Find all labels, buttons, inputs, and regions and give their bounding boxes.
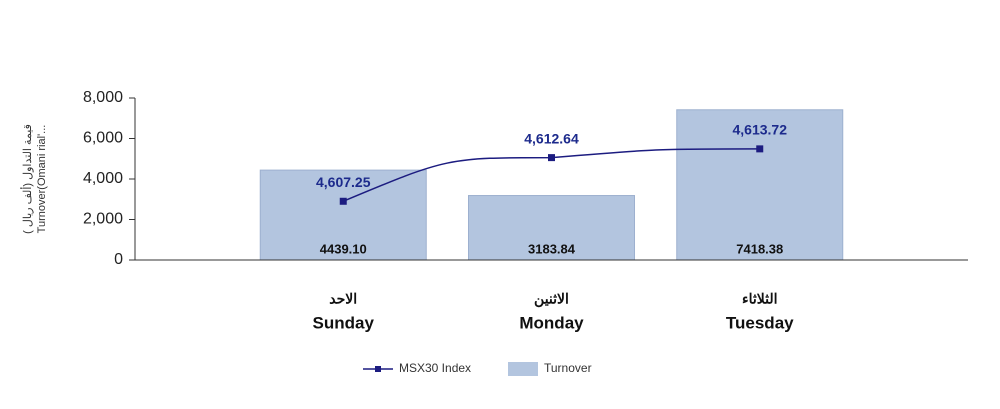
line-value-label: 4,612.64 [524, 130, 579, 146]
y-tick-label: 8,000 [83, 89, 123, 106]
line-marker [548, 154, 555, 162]
y-tick-label: 2,000 [83, 211, 123, 228]
y-tick-label: 6,000 [83, 130, 123, 147]
legend-swatch [375, 366, 381, 372]
x-tick-label: Monday [519, 313, 584, 332]
legend-label: MSX30 Index [399, 361, 471, 375]
line-marker [756, 145, 764, 153]
x-tick-label-ar: الاثنين [534, 291, 569, 308]
bar-value-label: 7418.38 [736, 241, 783, 256]
x-tick-label-ar: الثلاثاء [742, 291, 777, 307]
bar-value-label: 3183.84 [528, 241, 576, 256]
y-axis-label: ( قيمة التداول (ألف ريال [20, 124, 34, 234]
line-marker [339, 197, 347, 205]
line-value-label: 4,613.72 [733, 122, 788, 138]
y-tick-label: 4,000 [83, 170, 123, 187]
x-tick-label-ar: الاحد [329, 291, 357, 307]
bar-value-label: 4439.10 [320, 241, 367, 256]
bar [676, 109, 844, 261]
line-value-label: 4,607.25 [316, 174, 371, 190]
legend-label: Turnover [544, 361, 592, 375]
y-tick-label: 0 [114, 251, 123, 268]
legend-swatch [508, 362, 538, 376]
y-axis-label: Turnover(Omani rial'... [36, 125, 48, 234]
x-tick-label: Tuesday [726, 313, 794, 332]
x-tick-label: Sunday [313, 313, 375, 332]
legend: MSX30 Index Turnover [363, 361, 592, 376]
bar [468, 195, 635, 261]
